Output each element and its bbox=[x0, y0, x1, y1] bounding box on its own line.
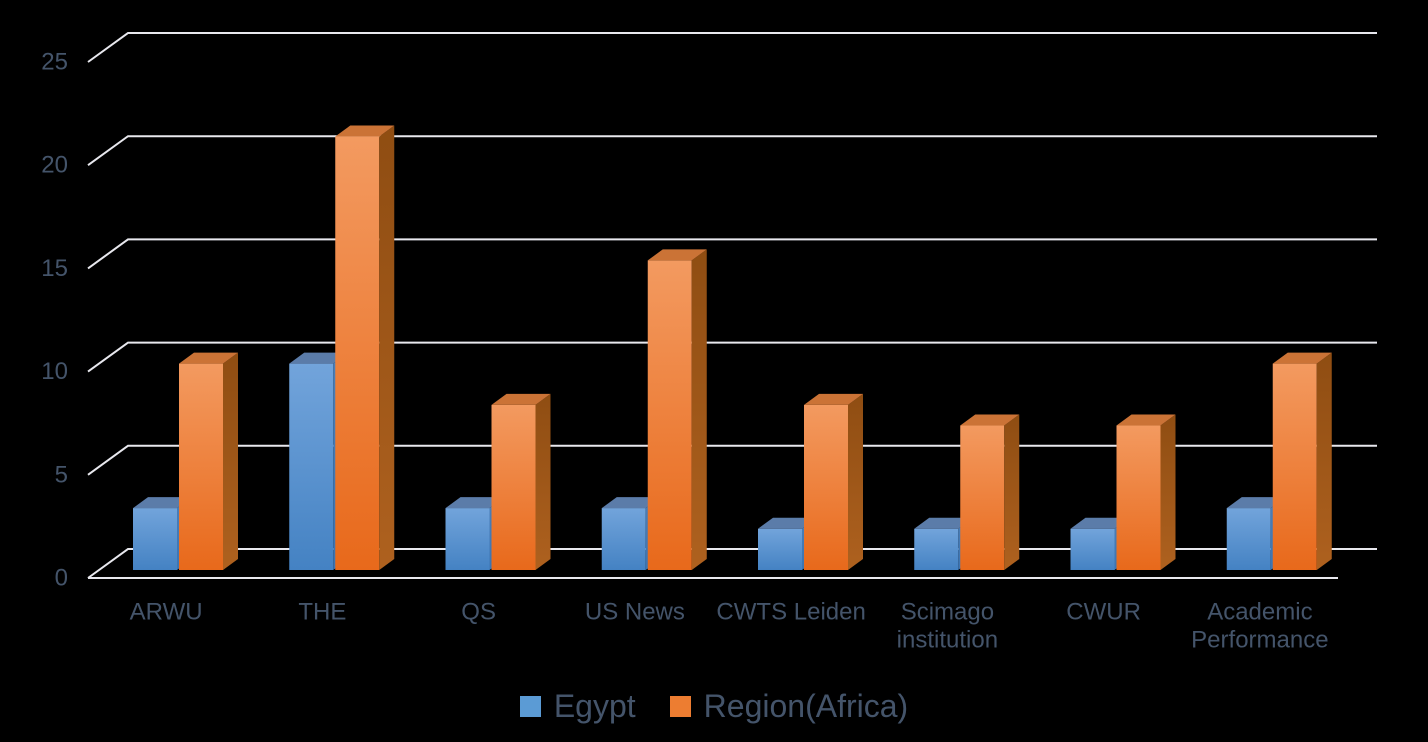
bar-region-africa-scimago-institution bbox=[960, 414, 1020, 570]
bar-top-face bbox=[758, 517, 817, 529]
bar-front-face bbox=[335, 136, 380, 570]
bar-front-face bbox=[491, 404, 536, 570]
bar-front-face bbox=[804, 404, 848, 570]
bar-front-face bbox=[914, 528, 959, 570]
legend-swatch-region-africa bbox=[669, 695, 691, 717]
bar-top-face bbox=[960, 414, 1020, 426]
bar-region-africa-academic-performance bbox=[1272, 352, 1332, 570]
bar-front-face bbox=[289, 363, 334, 570]
bar-top-face bbox=[335, 125, 395, 137]
bar-region-africa-cwts-leiden bbox=[804, 393, 863, 570]
bars bbox=[133, 125, 1332, 570]
gridline-25 bbox=[87, 32, 1377, 63]
y-tick-label-25: 25 bbox=[41, 49, 68, 76]
bar-side-face bbox=[223, 352, 238, 570]
bar-front-face bbox=[179, 363, 223, 570]
bar-front-face bbox=[133, 508, 177, 570]
bar-top-face bbox=[1226, 497, 1286, 509]
bar-front-face bbox=[1226, 508, 1271, 570]
bar-top-face bbox=[1070, 517, 1130, 529]
legend-swatch-egypt bbox=[519, 695, 541, 717]
y-tick-label-20: 20 bbox=[41, 152, 68, 179]
category-label-the: THE bbox=[298, 599, 346, 626]
bar-front-face bbox=[601, 508, 646, 570]
category-label-scimago-institution-line1: Scimago bbox=[901, 599, 994, 626]
bar-top-face bbox=[804, 393, 863, 405]
category-label-arwu: ARWU bbox=[130, 599, 203, 626]
bar-top-face bbox=[491, 393, 551, 405]
legend-label-region-africa: Region(Africa) bbox=[703, 688, 909, 724]
category-label-cwts-leiden: CWTS Leiden bbox=[716, 599, 865, 626]
bar-top-face bbox=[914, 517, 974, 529]
bar-side-face bbox=[1004, 414, 1020, 570]
category-label-us-news: US News bbox=[585, 599, 685, 626]
bar-top-face bbox=[1272, 352, 1332, 364]
y-tick-label-0: 0 bbox=[55, 565, 68, 592]
gridlines bbox=[87, 32, 1377, 579]
bar-region-africa-cwur bbox=[1116, 414, 1176, 570]
bar-region-africa-us-news bbox=[647, 249, 707, 570]
bar-top-face bbox=[1116, 414, 1176, 426]
bar-top-face bbox=[647, 249, 707, 261]
bar-front-face bbox=[758, 528, 802, 570]
bar-side-face bbox=[691, 249, 707, 570]
bar-front-face bbox=[445, 508, 490, 570]
gridline-15 bbox=[87, 238, 1377, 270]
bar-region-africa-qs bbox=[491, 393, 551, 570]
bar-front-face bbox=[1070, 528, 1115, 570]
bar-front-face bbox=[960, 425, 1005, 570]
bar-region-africa-arwu bbox=[179, 352, 238, 570]
bar-front-face bbox=[1116, 425, 1161, 570]
legend-label-egypt: Egypt bbox=[553, 688, 636, 724]
gridline-5 bbox=[87, 444, 1377, 476]
y-tick-label-5: 5 bbox=[55, 461, 68, 488]
bar-side-face bbox=[1316, 352, 1332, 570]
bar-region-africa-the bbox=[335, 125, 395, 570]
axis-labels: 0 5 10 15 20 25 ARWU THE QS US News CWTS Leiden Sci… bbox=[41, 49, 1328, 654]
bar-side-face bbox=[848, 393, 863, 570]
bar-front-face bbox=[1272, 363, 1317, 570]
bar-side-face bbox=[1160, 414, 1176, 570]
category-label-qs: QS bbox=[461, 599, 496, 626]
category-label-scimago-institution-line2: institution bbox=[897, 627, 998, 654]
bar-side-face bbox=[535, 393, 551, 570]
category-label-academic-performance-line1: Academic bbox=[1207, 599, 1312, 626]
legend: Egypt Region(Africa) bbox=[0, 690, 1428, 722]
bar-top-face bbox=[179, 352, 238, 364]
gridline-10 bbox=[87, 341, 1377, 373]
legend-item-egypt: Egypt bbox=[519, 688, 636, 724]
bar-top-face bbox=[445, 497, 505, 509]
gridline-20 bbox=[87, 135, 1377, 167]
bar-side-face bbox=[379, 125, 395, 570]
bar-top-face bbox=[289, 352, 349, 364]
category-label-cwur: CWUR bbox=[1066, 599, 1141, 626]
bar-front-face bbox=[647, 260, 692, 570]
y-tick-label-10: 10 bbox=[41, 358, 68, 385]
gridline-0 bbox=[87, 548, 1377, 579]
y-tick-label-15: 15 bbox=[41, 255, 68, 282]
bar-top-face bbox=[133, 497, 192, 509]
category-label-academic-performance-line2: Performance bbox=[1191, 627, 1328, 654]
legend-item-region-africa: Region(Africa) bbox=[669, 688, 909, 724]
bar-top-face bbox=[601, 497, 661, 509]
